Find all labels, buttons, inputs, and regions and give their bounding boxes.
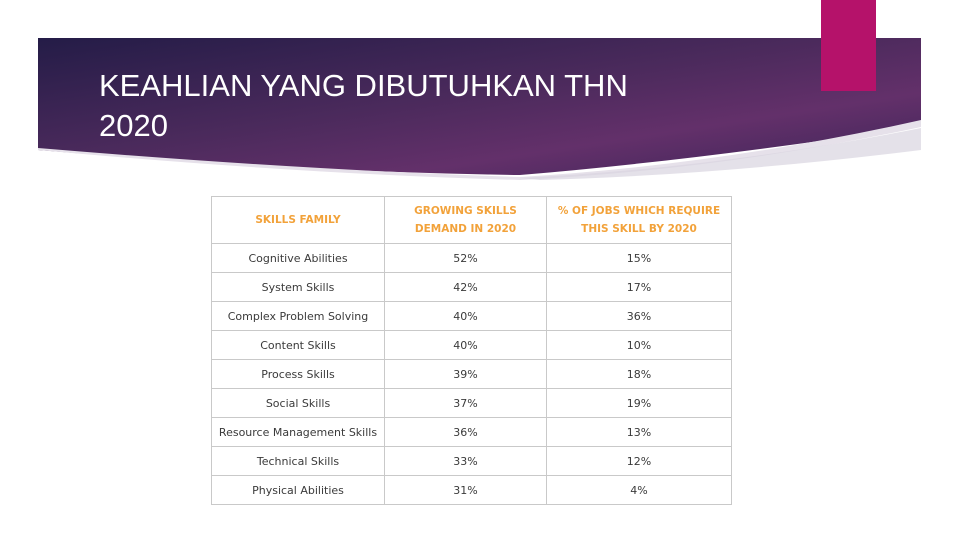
header-skills-family-label: SKILLS FAMILY [255,214,341,226]
growing-demand-cell: 31% [384,475,547,505]
header-jobs-percent-line-1: % OF JOBS WHICH REQUIRE [557,205,721,217]
jobs-require-cell: 4% [546,475,732,505]
jobs-require-cell: 15% [546,243,732,273]
skill-name-cell: Technical Skills [211,446,385,476]
skill-name-cell: Physical Abilities [211,475,385,505]
growing-demand-cell: 42% [384,272,547,302]
skills-table: SKILLS FAMILY GROWING SKILLS DEMAND IN 2… [211,196,732,505]
growing-demand-cell: 33% [384,446,547,476]
slide-title-line-2: 2020 [99,108,168,143]
skill-name-cell: Cognitive Abilities [211,243,385,273]
skill-name-cell: Content Skills [211,330,385,360]
table-row: Social Skills 37% 19% [211,388,732,418]
growing-demand-cell: 52% [384,243,547,273]
growing-demand-cell: 40% [384,301,547,331]
table-row: Technical Skills 33% 12% [211,446,732,476]
growing-demand-cell: 39% [384,359,547,389]
table-row: Process Skills 39% 18% [211,359,732,389]
skill-name-cell: Complex Problem Solving [211,301,385,331]
skill-name-cell: Social Skills [211,388,385,418]
growing-demand-cell: 36% [384,417,547,447]
jobs-require-cell: 13% [546,417,732,447]
table-row: Physical Abilities 31% 4% [211,475,732,505]
skill-name-cell: Process Skills [211,359,385,389]
skill-name-cell: System Skills [211,272,385,302]
header-growing-skills: GROWING SKILLS DEMAND IN 2020 [384,196,547,244]
header-skills-family: SKILLS FAMILY [211,196,385,244]
jobs-require-cell: 17% [546,272,732,302]
header-jobs-percent: % OF JOBS WHICH REQUIRE THIS SKILL BY 20… [546,196,732,244]
table-header-row: SKILLS FAMILY GROWING SKILLS DEMAND IN 2… [211,196,732,244]
header-jobs-percent-line-2: THIS SKILL BY 2020 [581,223,697,235]
table-row: Resource Management Skills 36% 13% [211,417,732,447]
accent-block [821,0,876,91]
skill-name-cell: Resource Management Skills [211,417,385,447]
table-row: System Skills 42% 17% [211,272,732,302]
slide-title-line-1: KEAHLIAN YANG DIBUTUHKAN THN [99,68,628,103]
jobs-require-cell: 12% [546,446,732,476]
growing-demand-cell: 40% [384,330,547,360]
jobs-require-cell: 36% [546,301,732,331]
skills-table-container: SKILLS FAMILY GROWING SKILLS DEMAND IN 2… [211,196,732,505]
header-growing-skills-line-2: DEMAND IN 2020 [414,223,517,235]
jobs-require-cell: 10% [546,330,732,360]
table-row: Content Skills 40% 10% [211,330,732,360]
table-row: Cognitive Abilities 52% 15% [211,243,732,273]
slide-title: KEAHLIAN YANG DIBUTUHKAN THN 2020 [99,66,759,146]
table-row: Complex Problem Solving 40% 36% [211,301,732,331]
growing-demand-cell: 37% [384,388,547,418]
jobs-require-cell: 19% [546,388,732,418]
header-growing-skills-line-1: GROWING SKILLS [414,205,517,217]
jobs-require-cell: 18% [546,359,732,389]
